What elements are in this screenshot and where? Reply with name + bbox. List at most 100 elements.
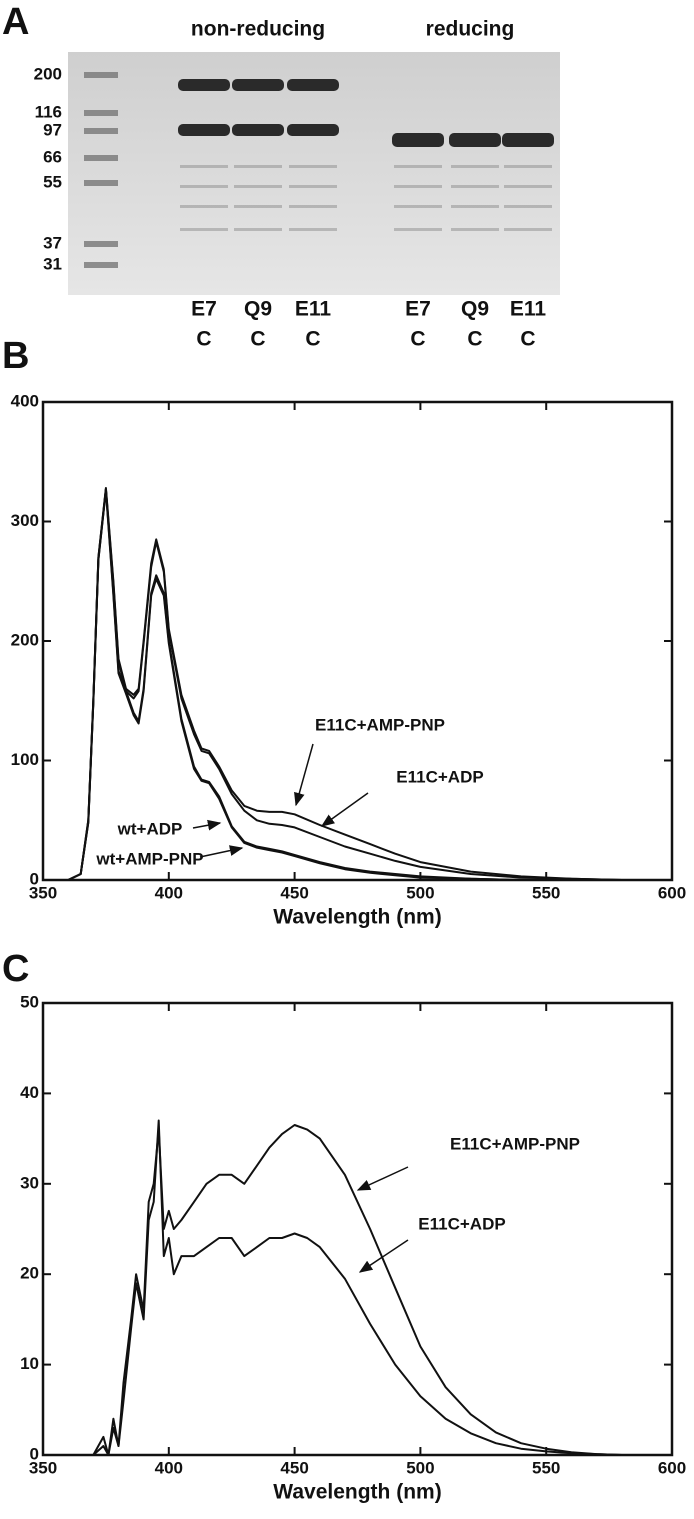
- y-tick-label: 200: [11, 630, 39, 649]
- gel-faint-band: [289, 228, 337, 231]
- marker-band: [84, 241, 118, 247]
- marker-label: 55: [43, 172, 62, 191]
- gel-band: [287, 124, 339, 136]
- lane-label: C: [196, 328, 211, 351]
- gel-faint-band: [289, 185, 337, 188]
- gel-faint-band: [180, 228, 228, 231]
- gel-band: [287, 79, 339, 91]
- annotation: wt+ADP: [117, 819, 183, 838]
- gel-faint-band: [180, 165, 228, 168]
- gel-band: [502, 133, 554, 147]
- lane-label: C: [520, 328, 535, 351]
- gel-faint-band: [504, 205, 552, 208]
- marker-band: [84, 128, 118, 134]
- annotation-arrow: [358, 1239, 409, 1273]
- annotation: E11C+AMP-PNP: [450, 1134, 580, 1153]
- y-tick-label: 300: [11, 511, 39, 530]
- annotation-arrow: [199, 845, 244, 858]
- gel-faint-band: [504, 165, 552, 168]
- gel-band: [178, 79, 230, 91]
- gel-faint-band: [394, 165, 442, 168]
- marker-label: 116: [35, 102, 62, 121]
- panel-label: B: [2, 335, 29, 377]
- lane-label: E7: [405, 298, 431, 321]
- plot-frame: [41, 1001, 674, 1457]
- x-tick-label: 600: [658, 883, 686, 902]
- x-tick-label: 550: [532, 1458, 560, 1477]
- annotation: E11C+AMP-PNP: [315, 715, 445, 734]
- gel-faint-band: [234, 205, 282, 208]
- gel-faint-band: [289, 165, 337, 168]
- gel-faint-band: [234, 165, 282, 168]
- x-axis-title: Wavelength (nm): [273, 1481, 441, 1504]
- marker-label: 31: [43, 254, 62, 273]
- y-tick-label: 30: [20, 1173, 39, 1192]
- lane-label: C: [410, 328, 425, 351]
- annotation: E11C+ADP: [418, 1214, 505, 1233]
- gel-faint-band: [180, 205, 228, 208]
- marker-band: [84, 262, 118, 268]
- gel-faint-band: [504, 185, 552, 188]
- gel-faint-band: [504, 228, 552, 231]
- gel: [68, 52, 560, 295]
- x-tick-label: 500: [406, 883, 434, 902]
- x-tick-label: 450: [280, 1458, 308, 1477]
- x-tick-label: 450: [280, 883, 308, 902]
- annotation: wt+AMP-PNP: [95, 849, 203, 868]
- x-tick-label: 550: [532, 883, 560, 902]
- lane-label: C: [305, 328, 320, 351]
- annotation-arrow: [356, 1166, 409, 1191]
- x-tick-label: 500: [406, 1458, 434, 1477]
- marker-band: [84, 155, 118, 161]
- x-tick-label: 400: [155, 883, 183, 902]
- gel-band: [392, 133, 444, 147]
- gel-faint-band: [451, 205, 499, 208]
- marker-label: 200: [34, 64, 62, 83]
- gel-band: [232, 79, 284, 91]
- x-axis-title: Wavelength (nm): [273, 906, 441, 929]
- gel-faint-band: [289, 205, 337, 208]
- y-tick-label: 20: [20, 1264, 39, 1283]
- lane-label: E11: [510, 298, 547, 321]
- gel-faint-band: [180, 185, 228, 188]
- marker-band: [84, 72, 118, 78]
- group-label: reducing: [426, 18, 515, 41]
- gel-band: [178, 124, 230, 136]
- y-tick-label: 10: [20, 1354, 39, 1373]
- gel-faint-band: [394, 205, 442, 208]
- marker-band: [84, 180, 118, 186]
- y-tick-label: 400: [11, 391, 39, 410]
- marker-label: 37: [43, 233, 62, 252]
- y-tick-label: 0: [30, 1444, 39, 1463]
- marker-label: 97: [43, 120, 62, 139]
- line-series: [43, 489, 672, 881]
- line-series: [43, 1124, 672, 1456]
- lane-label: E11: [295, 298, 332, 321]
- marker-label: 66: [43, 147, 62, 166]
- annotation-arrow: [192, 819, 222, 831]
- x-tick-label: 350: [29, 883, 57, 902]
- panel-label: C: [2, 948, 29, 990]
- y-tick-label: 50: [20, 992, 39, 1011]
- annotation-arrow: [320, 792, 369, 827]
- x-tick-label: 600: [658, 1458, 686, 1477]
- plot-frame: [41, 400, 674, 882]
- y-tick-label: 100: [11, 750, 39, 769]
- gel-band: [449, 133, 501, 147]
- annotation: E11C+ADP: [396, 767, 483, 786]
- y-tick-label: 0: [30, 869, 39, 888]
- y-tick-label: 40: [20, 1083, 39, 1102]
- annotation-arrow: [294, 743, 314, 807]
- gel-faint-band: [451, 165, 499, 168]
- lane-label: Q9: [461, 298, 489, 321]
- gel-faint-band: [394, 228, 442, 231]
- gel-faint-band: [451, 185, 499, 188]
- gel-faint-band: [234, 185, 282, 188]
- gel-faint-band: [451, 228, 499, 231]
- lane-label: C: [467, 328, 482, 351]
- marker-band: [84, 110, 118, 116]
- gel-faint-band: [234, 228, 282, 231]
- gel-faint-band: [394, 185, 442, 188]
- group-label: non-reducing: [191, 18, 325, 41]
